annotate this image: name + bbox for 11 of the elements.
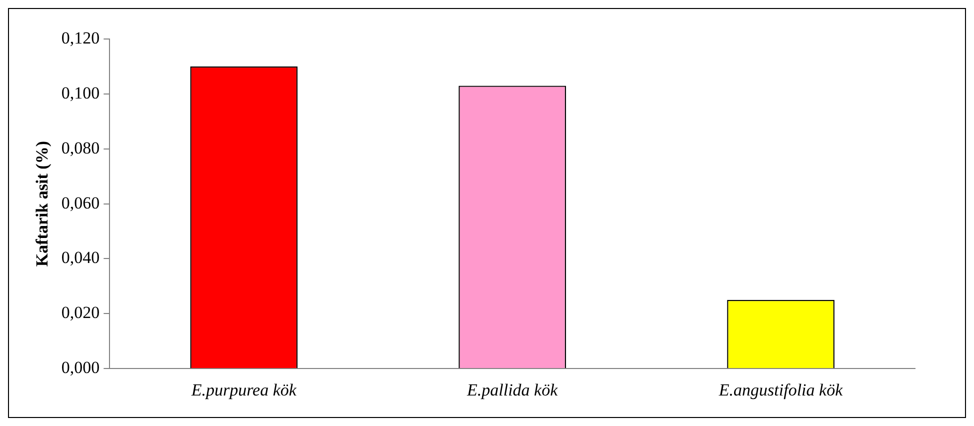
y-tick-label: 0,020 <box>61 303 100 322</box>
x-tick-label: E.pallida kök <box>466 380 558 400</box>
y-tick-label: 0,040 <box>61 248 100 268</box>
y-tick-label: 0,080 <box>61 138 100 158</box>
x-tick-label: E.angustifolia kök <box>718 380 844 400</box>
y-tick-label: 0,060 <box>61 193 100 212</box>
x-tick-label: E.purpurea kök <box>190 380 297 400</box>
y-tick-label: 0,120 <box>61 28 100 48</box>
y-tick-label: 0,100 <box>61 83 100 102</box>
y-axis-title: Kaftarik asit (%) <box>32 141 52 267</box>
y-tick-label: 0,000 <box>61 358 100 378</box>
